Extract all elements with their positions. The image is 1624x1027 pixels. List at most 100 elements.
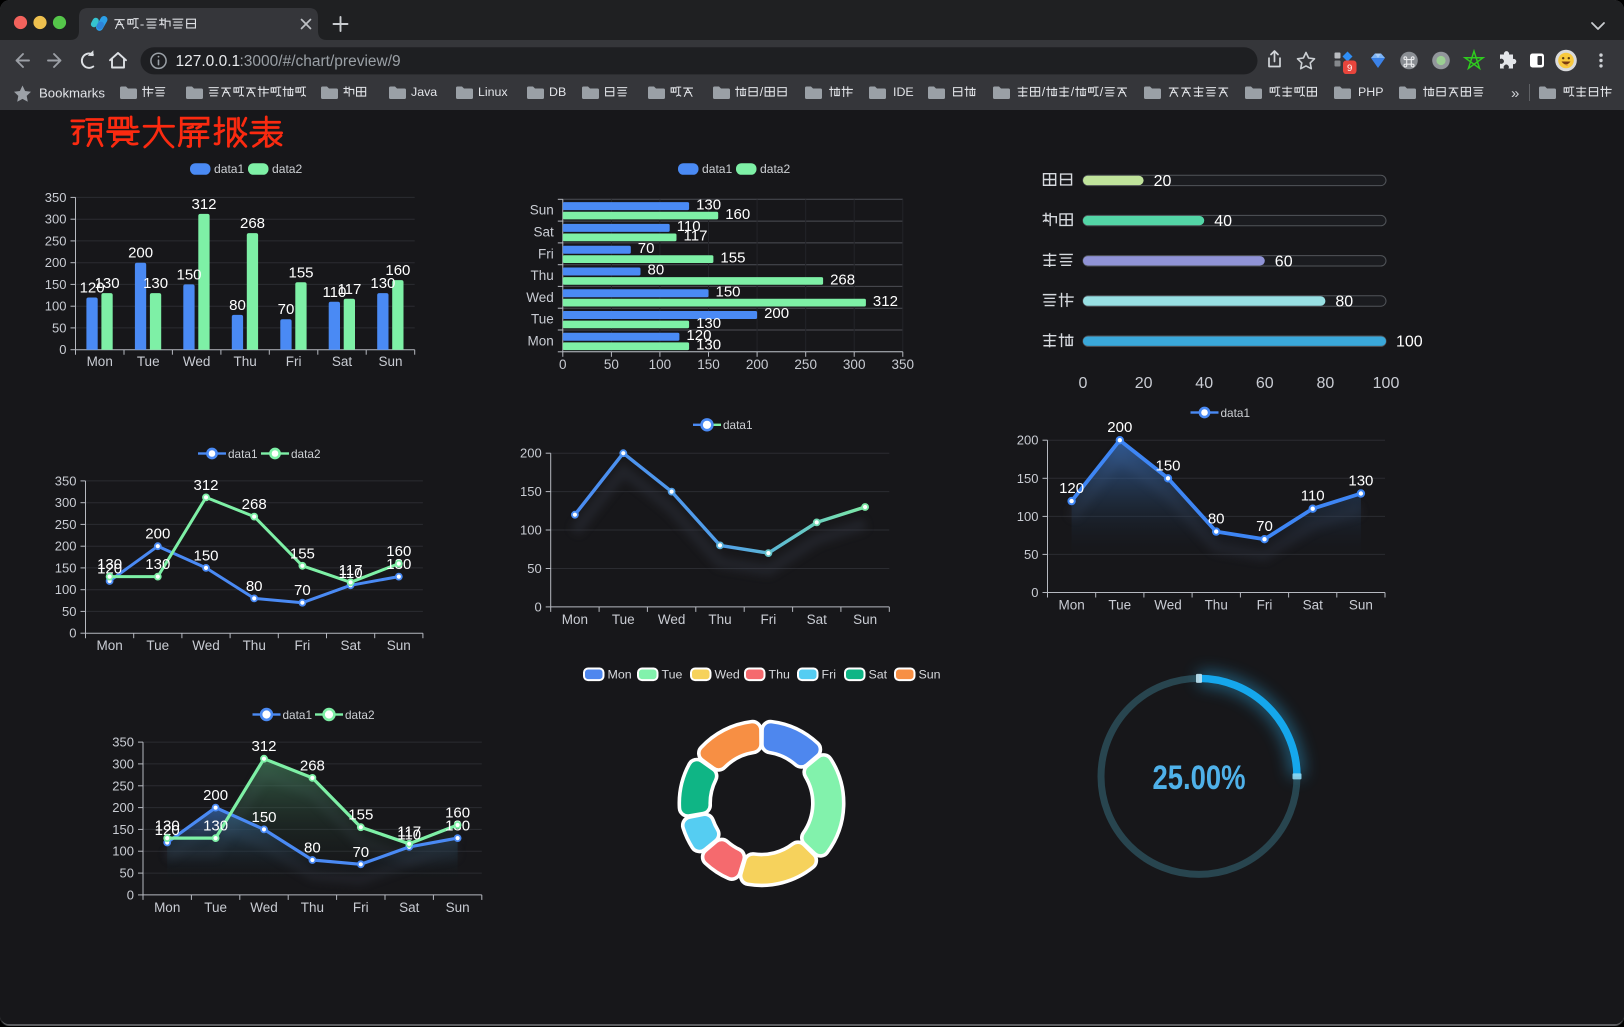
svg-text:Java: Java [411, 85, 437, 99]
svg-text:Sun: Sun [1349, 598, 1373, 613]
svg-text:200: 200 [520, 446, 542, 461]
svg-text:data1: data1 [702, 162, 733, 176]
svg-text:130: 130 [145, 556, 170, 573]
svg-text:250: 250 [55, 517, 77, 532]
svg-text:110: 110 [677, 218, 701, 235]
svg-text:0: 0 [59, 342, 66, 357]
svg-text:Thu: Thu [769, 668, 790, 682]
svg-text:Mon: Mon [562, 612, 588, 627]
svg-text:Wed: Wed [183, 354, 211, 369]
svg-text:Thu: Thu [243, 638, 266, 653]
svg-text:Wed: Wed [658, 612, 686, 627]
svg-text:150: 150 [1155, 457, 1180, 474]
svg-text:120: 120 [686, 327, 711, 344]
svg-text:Fri: Fri [761, 612, 777, 627]
svg-text:150: 150 [176, 266, 201, 283]
svg-text:Mon: Mon [154, 900, 180, 915]
svg-text:Sun: Sun [387, 638, 411, 653]
svg-text:0: 0 [1079, 375, 1088, 392]
svg-text:312: 312 [873, 293, 898, 310]
svg-text:130: 130 [155, 818, 180, 835]
svg-text:100: 100 [1396, 334, 1423, 351]
svg-text:Fri: Fri [295, 638, 311, 653]
svg-text:312: 312 [251, 738, 276, 755]
svg-text:155: 155 [290, 545, 315, 562]
svg-text:130: 130 [97, 556, 122, 573]
svg-text:Sat: Sat [399, 900, 420, 915]
svg-text:80: 80 [1335, 294, 1353, 311]
svg-text:312: 312 [191, 196, 216, 213]
svg-text:155: 155 [288, 264, 313, 281]
svg-text:200: 200 [746, 357, 769, 372]
svg-text:data2: data2 [760, 162, 791, 176]
svg-text:80: 80 [648, 262, 665, 279]
svg-text:Mon: Mon [608, 668, 632, 682]
svg-text:300: 300 [55, 495, 77, 510]
svg-text:160: 160 [385, 262, 410, 279]
svg-text:70: 70 [294, 582, 311, 599]
svg-text:130: 130 [370, 275, 395, 292]
svg-text:Wed: Wed [715, 668, 740, 682]
svg-text:200: 200 [1107, 419, 1132, 436]
svg-text:data1: data1 [214, 162, 245, 176]
svg-text:Sat: Sat [332, 354, 353, 369]
svg-text:350: 350 [55, 473, 77, 488]
svg-text:data1: data1 [283, 708, 313, 722]
svg-text:120: 120 [97, 561, 122, 578]
svg-text:40: 40 [1195, 375, 1213, 392]
svg-text:IDE: IDE [893, 85, 914, 99]
svg-text:Fri: Fri [1257, 598, 1273, 613]
svg-text:40: 40 [1214, 213, 1232, 230]
svg-text:150: 150 [716, 283, 741, 300]
svg-text:155: 155 [348, 807, 373, 824]
svg-text:200: 200 [203, 787, 228, 804]
svg-text:100: 100 [1017, 509, 1039, 524]
svg-text:100: 100 [520, 523, 542, 538]
svg-text:Tue: Tue [612, 612, 635, 627]
svg-text:200: 200 [45, 255, 67, 270]
svg-text:70: 70 [278, 301, 295, 318]
svg-text:350: 350 [892, 357, 915, 372]
svg-text:150: 150 [45, 277, 67, 292]
svg-text:Thu: Thu [233, 354, 256, 369]
svg-text:250: 250 [794, 357, 817, 372]
svg-text:150: 150 [193, 547, 218, 564]
svg-text:200: 200 [764, 305, 789, 322]
svg-text:20: 20 [1154, 173, 1172, 190]
svg-text:Tue: Tue [662, 668, 683, 682]
svg-text:9: 9 [1347, 63, 1352, 74]
svg-text:Fri: Fri [353, 900, 369, 915]
svg-text:130: 130 [696, 315, 721, 332]
svg-text:data1: data1 [228, 447, 258, 461]
svg-text:110: 110 [397, 826, 421, 843]
svg-text:200: 200 [55, 539, 77, 554]
svg-text:0: 0 [559, 357, 567, 372]
svg-text:70: 70 [1256, 518, 1273, 535]
svg-text:/: / [1042, 85, 1046, 99]
svg-text:350: 350 [45, 190, 67, 205]
svg-text:Tue: Tue [204, 900, 227, 915]
svg-text:Thu: Thu [708, 612, 731, 627]
svg-text:data2: data2 [345, 708, 375, 722]
svg-text:127.0.0.1: 127.0.0.1 [176, 53, 241, 70]
svg-text:data1: data1 [723, 418, 753, 432]
svg-text:300: 300 [843, 357, 866, 372]
svg-text:300: 300 [45, 212, 67, 227]
svg-text:Fri: Fri [822, 668, 836, 682]
svg-text:117: 117 [337, 281, 361, 298]
svg-text:80: 80 [1208, 511, 1225, 528]
svg-text:Tue: Tue [146, 638, 169, 653]
svg-text:Mon: Mon [528, 333, 554, 348]
svg-text:0: 0 [69, 626, 76, 641]
svg-text:300: 300 [112, 756, 134, 771]
svg-text:Bookmarks: Bookmarks [39, 86, 105, 101]
svg-text:Wed: Wed [192, 638, 220, 653]
svg-text:50: 50 [527, 561, 541, 576]
svg-text:160: 160 [386, 543, 411, 560]
svg-text:117: 117 [684, 228, 708, 245]
svg-text:250: 250 [45, 233, 67, 248]
svg-text:130: 130 [143, 275, 168, 292]
svg-text:80: 80 [229, 297, 246, 314]
svg-text:data2: data2 [272, 162, 303, 176]
svg-text:160: 160 [725, 206, 750, 223]
